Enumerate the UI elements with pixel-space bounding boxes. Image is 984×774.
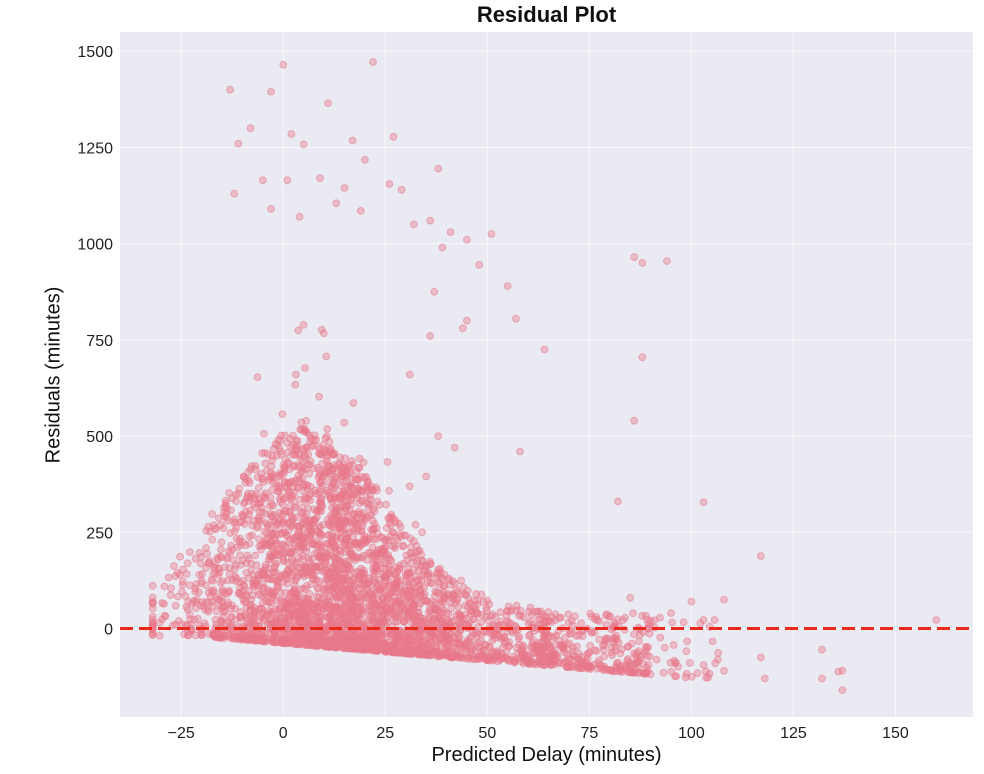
plot-area (120, 32, 973, 717)
x-tick-label: 0 (279, 725, 288, 742)
x-tick-label: 125 (780, 725, 807, 742)
y-tick-label: 0 (104, 621, 113, 638)
y-axis-ticks: 0 250 500 750 1000 1250 1500 (77, 44, 113, 638)
x-tick-label: 100 (678, 725, 705, 742)
x-axis-label: Predicted Delay (minutes) (431, 744, 662, 766)
data-points (148, 58, 941, 694)
y-tick-label: 500 (86, 429, 113, 446)
y-tick-label: 1250 (77, 140, 113, 157)
x-tick-label: 25 (376, 725, 394, 742)
x-axis-ticks: −25 0 25 50 75 100 125 150 (168, 725, 909, 742)
x-tick-label: 150 (882, 725, 909, 742)
x-tick-label: −25 (168, 725, 195, 742)
x-tick-label: 75 (580, 725, 598, 742)
y-tick-label: 1000 (77, 237, 113, 254)
x-tick-label: 50 (478, 725, 496, 742)
y-tick-label: 250 (86, 525, 113, 542)
y-tick-label: 1500 (77, 44, 113, 61)
chart-title: Residual Plot (476, 2, 617, 27)
y-tick-label: 750 (86, 333, 113, 350)
y-axis-label: Residuals (minutes) (42, 286, 65, 464)
